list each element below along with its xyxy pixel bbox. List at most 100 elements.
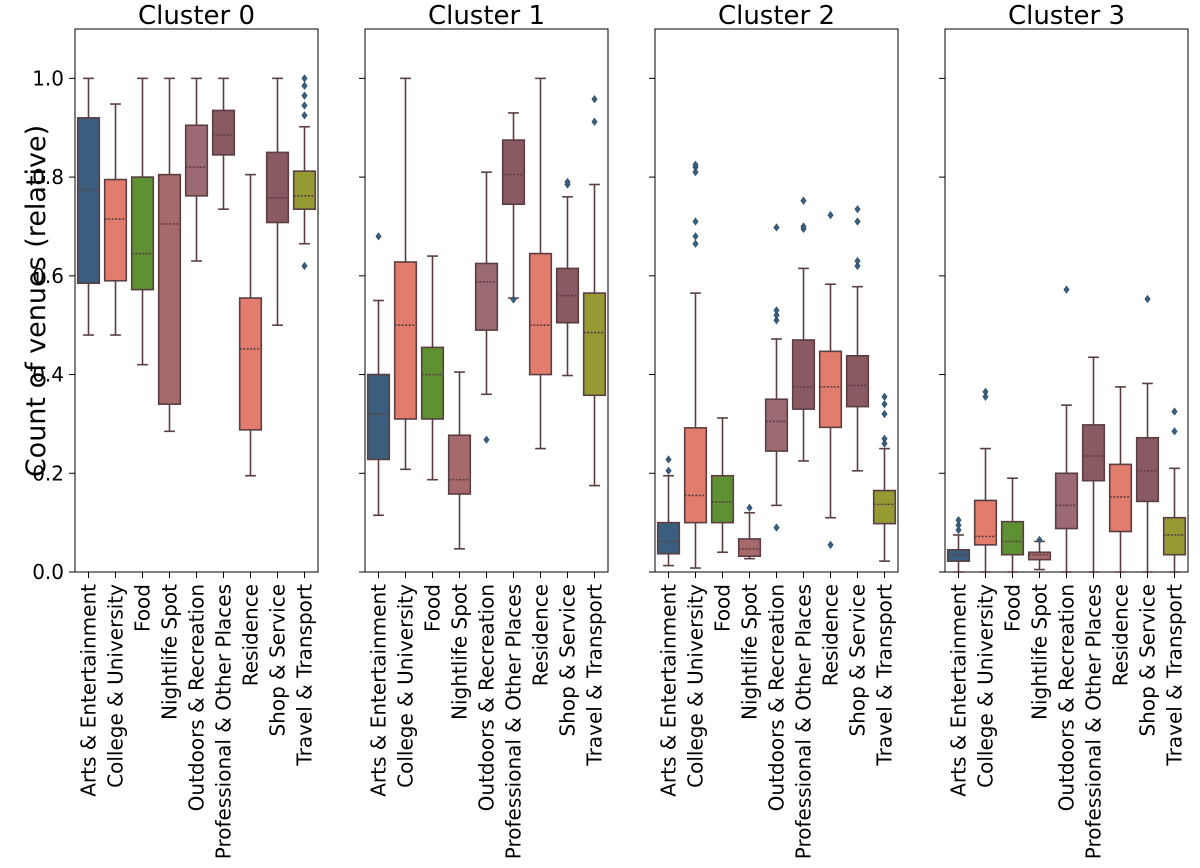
x-tick-label: Professional & Other Places — [1082, 584, 1106, 859]
box — [184, 124, 209, 197]
box — [157, 173, 182, 405]
box-group — [973, 387, 998, 573]
x-tick-label: Residence — [529, 584, 553, 686]
outlier-point — [854, 256, 861, 266]
panel-title: Cluster 0 — [138, 1, 255, 31]
box-group — [764, 223, 789, 532]
outlier-point — [1171, 407, 1178, 416]
outlier-point — [301, 91, 308, 100]
box — [1108, 463, 1133, 533]
box-group — [555, 177, 580, 377]
outlier-point — [827, 211, 834, 220]
panel-title: Cluster 3 — [1008, 1, 1125, 31]
x-tick-label: Arts & Entertainment — [77, 584, 101, 797]
x-tick-label: Food — [421, 584, 445, 632]
outlier-point — [881, 409, 888, 419]
x-tick-label: Shop & Service — [1136, 584, 1160, 737]
box — [845, 354, 870, 408]
box-group — [211, 77, 236, 210]
box-group — [818, 211, 843, 549]
box — [501, 139, 526, 206]
outlier-point — [375, 232, 382, 241]
x-tick-label: Outdoors & Recreation — [1055, 584, 1079, 811]
x-tick-label: Nightlife Spot — [158, 584, 182, 720]
box-group — [710, 417, 735, 554]
box-group — [474, 171, 499, 444]
box — [737, 538, 762, 558]
outlier-point — [301, 261, 308, 271]
y-tick-label: 0.8 — [32, 165, 64, 189]
x-tick-label: Arts & Entertainment — [367, 584, 391, 797]
x-tick-label: Shop & Service — [266, 584, 290, 737]
box — [393, 261, 418, 420]
outlier-point — [1171, 427, 1178, 436]
outlier-point — [692, 239, 699, 248]
box — [474, 262, 499, 331]
cluster-panel: Cluster 2 Arts & Entertainment College & U… — [649, 1, 899, 859]
box-group — [420, 255, 445, 481]
box — [130, 176, 155, 291]
outlier-point — [773, 523, 780, 532]
box-group — [157, 77, 182, 433]
box-group — [872, 392, 897, 562]
outlier-point — [301, 111, 308, 120]
outlier-point — [800, 222, 807, 231]
x-tick-label: Travel & Transport — [1163, 584, 1187, 767]
box-group — [683, 160, 708, 569]
box-group — [1162, 407, 1187, 573]
box — [1162, 516, 1187, 556]
box-group — [103, 103, 128, 336]
y-tick-label: 0.4 — [32, 363, 64, 387]
x-tick-label: Travel & Transport — [873, 584, 897, 767]
y-tick-label: 1.0 — [32, 66, 64, 90]
x-tick-label: Outdoors & Recreation — [765, 584, 789, 811]
y-tick-label: 0.6 — [32, 264, 64, 288]
outlier-point — [773, 311, 780, 320]
outlier-point — [982, 387, 989, 396]
box-group — [76, 77, 101, 336]
box — [1135, 436, 1160, 503]
outlier-point — [881, 392, 888, 401]
box-group — [1081, 356, 1106, 573]
y-tick-label: 0.0 — [32, 560, 64, 584]
x-tick-label: Residence — [239, 584, 263, 686]
box — [211, 109, 236, 156]
outlier-point — [301, 74, 308, 83]
box — [872, 489, 897, 525]
box — [818, 350, 843, 429]
outlier-point — [854, 261, 861, 271]
box — [1027, 551, 1052, 561]
box-group — [656, 455, 681, 567]
panel-title: Cluster 1 — [428, 1, 545, 31]
box — [764, 398, 789, 452]
outlier-point — [955, 516, 962, 525]
x-tick-label: Professional & Other Places — [502, 584, 526, 859]
outlier-point — [881, 439, 888, 448]
outlier-point — [692, 217, 699, 226]
outlier-point — [564, 177, 571, 187]
x-tick-label: College & University — [394, 584, 418, 788]
outlier-point — [665, 455, 672, 464]
panel-title: Cluster 2 — [718, 1, 835, 31]
x-tick-label: Food — [1001, 584, 1025, 632]
outlier-point — [746, 503, 753, 512]
outlier-point — [982, 392, 989, 401]
x-tick-label: Food — [711, 584, 735, 632]
box-group — [238, 173, 263, 477]
box — [683, 427, 708, 524]
box-group — [845, 205, 870, 472]
box-group — [366, 232, 391, 517]
box — [238, 297, 263, 431]
box-group — [1135, 294, 1160, 573]
box-group — [292, 74, 317, 271]
x-tick-label: Nightlife Spot — [1028, 584, 1052, 720]
outlier-point — [773, 223, 780, 232]
outlier-point — [483, 435, 490, 444]
outlier-point — [773, 316, 780, 325]
box — [292, 170, 317, 210]
outlier-point — [1063, 285, 1070, 294]
box-group — [130, 77, 155, 366]
outlier-point — [800, 196, 807, 205]
box — [420, 346, 445, 420]
